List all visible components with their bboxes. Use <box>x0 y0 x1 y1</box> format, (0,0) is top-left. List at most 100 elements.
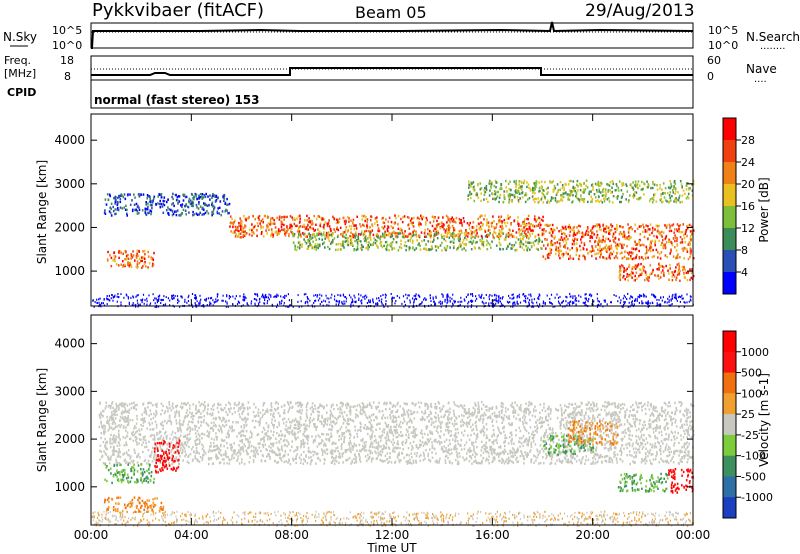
scatter-cell <box>140 510 142 513</box>
scatter-cell <box>305 242 308 245</box>
scatter-cell <box>350 523 352 526</box>
scatter-cell <box>112 205 114 209</box>
scatter-cell <box>597 522 599 525</box>
scatter-cell <box>488 409 490 412</box>
scatter-cell <box>658 262 660 265</box>
scatter-cell <box>298 221 301 225</box>
scatter-cell <box>683 236 686 240</box>
scatter-cell <box>182 208 185 212</box>
scatter-cell <box>420 214 422 217</box>
scatter-cell <box>505 247 508 250</box>
scatter-cell <box>149 204 152 207</box>
scatter-cell <box>689 298 692 301</box>
scatter-cell <box>143 262 146 265</box>
scatter-cell <box>360 240 362 243</box>
scatter-cell <box>209 302 211 305</box>
scatter-cell <box>631 300 633 303</box>
scatter-cell <box>666 200 668 203</box>
scatter-cell <box>175 213 178 217</box>
scatter-cell <box>112 209 115 213</box>
scatter-cell <box>580 184 582 187</box>
scatter-cell <box>205 192 207 196</box>
scatter-cell <box>671 275 673 278</box>
scatter-cell <box>340 518 342 520</box>
scatter-cell <box>354 515 356 517</box>
scatter-cell <box>495 186 497 189</box>
scatter-cell <box>229 215 232 218</box>
scatter-cell <box>496 195 499 198</box>
scatter-cell <box>471 304 473 307</box>
scatter-cell <box>394 214 396 217</box>
scatter-cell <box>472 187 475 191</box>
scatter-cell <box>503 522 505 525</box>
scatter-cell <box>556 201 558 204</box>
scatter-cell <box>527 183 530 186</box>
scatter-cell <box>137 193 140 196</box>
scatter-cell <box>408 294 410 297</box>
scatter-cell <box>342 303 344 306</box>
scatter-cell <box>432 520 434 523</box>
scatter-cell <box>585 231 587 234</box>
scatter-cell <box>199 205 202 208</box>
scatter-cell <box>341 302 343 305</box>
scatter-cell <box>545 247 547 250</box>
scatter-cell <box>277 510 279 513</box>
scatter-cell <box>319 233 321 236</box>
scatter-cell <box>278 232 281 235</box>
scatter-cell <box>366 224 368 227</box>
scatter-cell <box>461 241 464 244</box>
scatter-cell <box>531 518 533 521</box>
scatter-cell <box>628 301 630 304</box>
scatter-cell <box>584 233 587 236</box>
scatter-cell <box>544 196 546 199</box>
scatter-cell <box>366 296 368 299</box>
scatter-cell <box>461 248 463 251</box>
scatter-cell <box>283 227 286 231</box>
scatter-cell <box>600 182 603 185</box>
scatter-cell <box>414 517 416 520</box>
scatter-cell <box>106 193 109 196</box>
scatter-cell <box>302 518 304 521</box>
scatter-cell <box>444 229 447 232</box>
scatter-cell <box>199 192 202 196</box>
scatter-cell <box>475 295 477 298</box>
scatter-cell <box>519 240 522 244</box>
scatter-cell <box>459 245 462 248</box>
scatter-cell <box>495 521 497 524</box>
scatter-cell <box>140 193 143 196</box>
velocity-heatmap <box>91 400 695 527</box>
scatter-cell <box>669 519 671 522</box>
scatter-cell <box>168 208 171 211</box>
scatter-cell <box>578 182 581 185</box>
scatter-cell <box>622 233 625 236</box>
freq-label: Freq. <box>4 54 31 67</box>
scatter-cell <box>246 303 248 306</box>
scatter-cell <box>497 295 500 298</box>
scatter-cell <box>468 224 470 227</box>
scatter-cell <box>372 241 375 244</box>
scatter-cell <box>495 244 498 247</box>
scatter-cell <box>443 228 445 231</box>
scatter-cell <box>284 297 286 299</box>
scatter-cell <box>204 195 207 199</box>
scatter-cell <box>624 514 626 517</box>
scatter-cell <box>572 189 575 192</box>
scatter-cell <box>648 199 651 203</box>
scatter-cell <box>145 203 147 206</box>
scatter-cell <box>559 512 561 515</box>
scatter-cell <box>532 186 534 190</box>
scatter-cell <box>475 234 478 238</box>
scatter-cell <box>141 209 144 212</box>
scatter-cell <box>114 200 117 203</box>
scatter-cell <box>264 214 266 218</box>
scatter-cell <box>429 297 431 300</box>
scatter-cell <box>587 233 589 236</box>
scatter-cell <box>483 302 485 305</box>
scatter-cell <box>635 191 638 194</box>
scatter-cell <box>254 515 256 518</box>
scatter-cell <box>108 210 111 213</box>
scatter-cell <box>616 226 618 229</box>
scatter-cell <box>528 293 530 296</box>
scatter-cell <box>683 272 685 276</box>
scatter-cell <box>413 305 415 308</box>
